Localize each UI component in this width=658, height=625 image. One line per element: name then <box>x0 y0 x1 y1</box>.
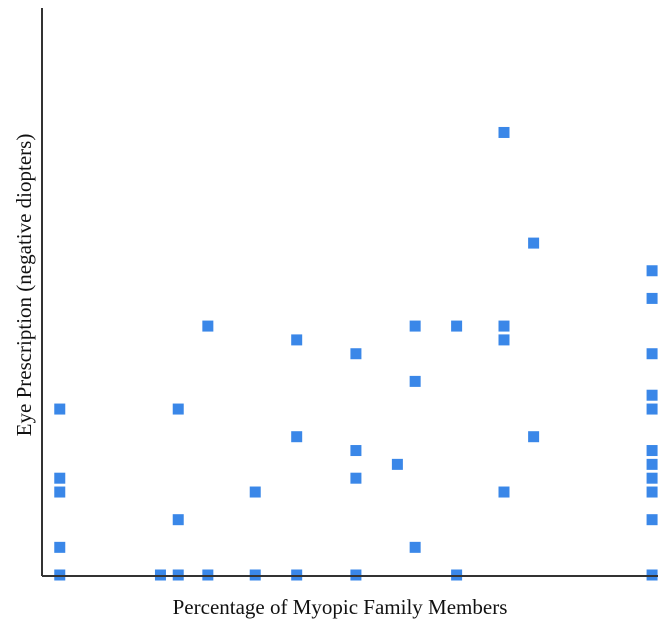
data-point-37 <box>646 445 658 457</box>
data-point-4 <box>54 403 66 415</box>
data-point-15 <box>291 334 303 346</box>
data-point-14 <box>291 431 303 443</box>
data-point-12 <box>249 486 261 498</box>
x-axis-label: Percentage of Myopic Family Members <box>173 595 508 619</box>
data-point-38 <box>646 403 658 415</box>
data-point-28 <box>498 320 510 332</box>
data-point-35 <box>646 472 658 484</box>
data-point-1 <box>54 541 66 553</box>
data-point-19 <box>350 348 362 360</box>
data-point-25 <box>451 320 463 332</box>
data-point-26 <box>498 486 510 498</box>
data-point-21 <box>409 541 421 553</box>
data-point-39 <box>646 389 658 401</box>
data-point-31 <box>528 237 540 249</box>
data-point-20 <box>391 458 403 470</box>
data-point-3 <box>54 472 66 484</box>
data-point-30 <box>528 431 540 443</box>
data-point-34 <box>646 486 658 498</box>
data-point-18 <box>350 445 362 457</box>
data-point-33 <box>646 514 658 526</box>
data-point-27 <box>498 334 510 346</box>
data-point-23 <box>409 320 421 332</box>
data-point-41 <box>646 292 658 304</box>
data-point-8 <box>172 403 184 415</box>
data-point-29 <box>498 126 510 138</box>
data-point-7 <box>172 514 184 526</box>
data-point-22 <box>409 375 421 387</box>
data-point-36 <box>646 458 658 470</box>
data-point-17 <box>350 472 362 484</box>
y-axis-label: Eye Prescription (negative diopters) <box>12 134 36 437</box>
data-point-10 <box>202 320 214 332</box>
data-point-40 <box>646 348 658 360</box>
data-point-42 <box>646 265 658 277</box>
data-points <box>54 126 658 581</box>
data-point-2 <box>54 486 66 498</box>
